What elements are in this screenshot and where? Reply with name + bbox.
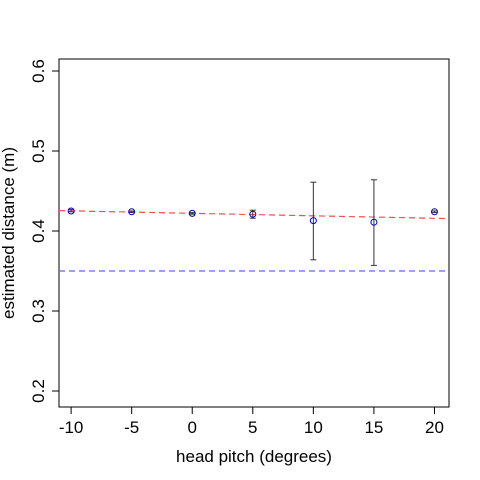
x-axis-title: head pitch (degrees) (176, 447, 332, 466)
x-tick-label: 20 (425, 418, 444, 437)
x-tick-label: 5 (248, 418, 257, 437)
y-axis-title: estimated distance (m) (0, 147, 18, 319)
y-tick-label: 0.5 (29, 139, 48, 163)
error-bar-layer (68, 180, 437, 266)
y-tick-label: 0.4 (29, 219, 48, 243)
plot-frame (59, 59, 449, 407)
x-tick-label: 0 (187, 418, 196, 437)
x-axis: -10 -5 0 5 10 15 20 (59, 407, 444, 437)
y-axis: 0.2 0.3 0.4 0.5 0.6 (29, 59, 59, 403)
y-tick-label: 0.3 (29, 299, 48, 323)
x-tick-label: -5 (124, 418, 139, 437)
x-tick-label: 10 (304, 418, 323, 437)
y-tick-label: 0.2 (29, 379, 48, 403)
x-tick-label: -10 (59, 418, 84, 437)
x-tick-label: 15 (364, 418, 383, 437)
y-tick-label: 0.6 (29, 59, 48, 83)
